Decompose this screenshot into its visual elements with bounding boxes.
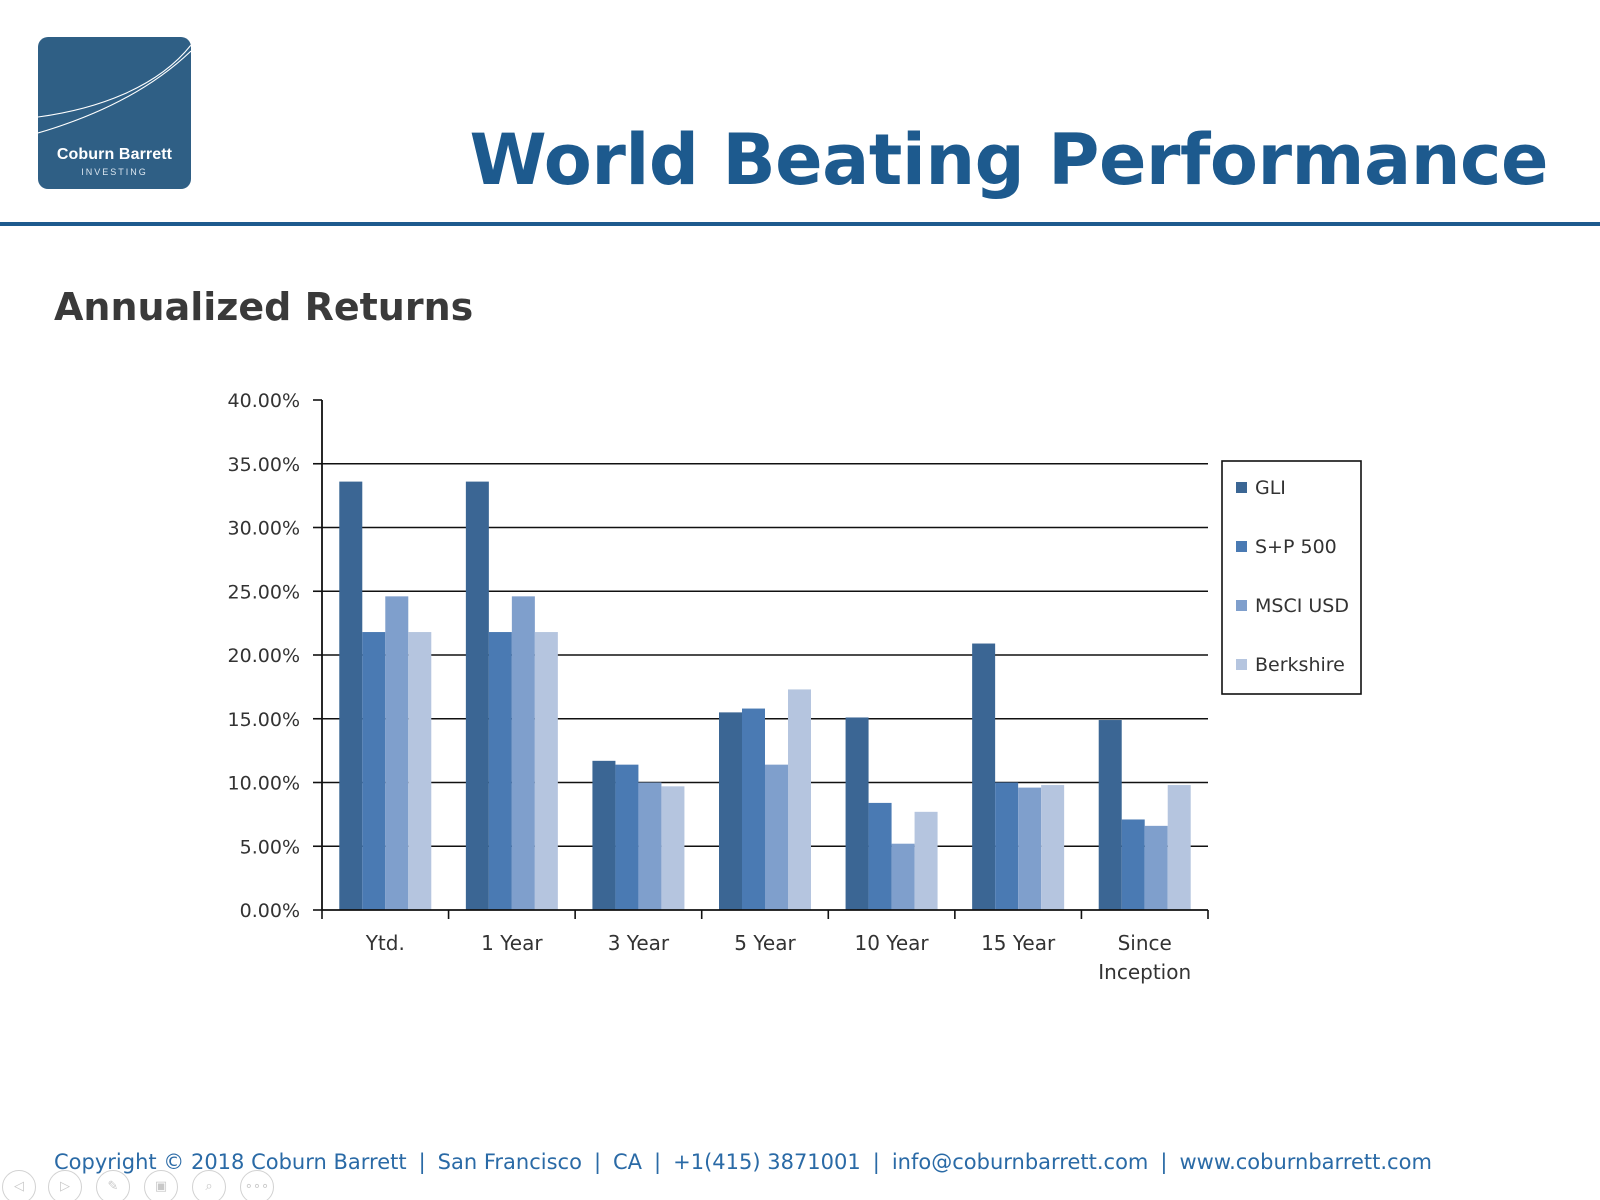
bar-s-p-500 — [362, 632, 386, 910]
annualized-returns-chart: 0.00% 5.00% 10.00% 15.00% 20.00% 25.00% 30.00%… — [228, 390, 1362, 984]
legend-label: GLI — [1255, 477, 1286, 499]
x-tick-label: 1 Year — [481, 931, 543, 955]
x-tick-label: Since — [1118, 931, 1172, 955]
y-tick-label: 20.00% — [228, 645, 300, 667]
bar-berkshire — [534, 632, 558, 910]
bar-msci-usd — [891, 843, 915, 910]
x-tick-label: 10 Year — [854, 931, 929, 955]
bar-s-p-500 — [868, 802, 892, 910]
company-logo: Coburn Barrett INVESTING — [38, 37, 191, 189]
next-slide-icon[interactable]: ▷ — [48, 1170, 82, 1200]
bar-msci-usd — [638, 782, 662, 910]
bar-berkshire — [1041, 785, 1065, 910]
legend-label: S+P 500 — [1255, 536, 1337, 558]
logo-subtitle: INVESTING — [81, 167, 148, 177]
y-tick-label: 15.00% — [228, 709, 300, 731]
bar-msci-usd — [1144, 825, 1168, 910]
chart-bars — [339, 481, 1191, 910]
footer-website[interactable]: www.coburnbarrett.com — [1179, 1150, 1432, 1174]
logo-name: Coburn Barrett — [56, 146, 173, 163]
previous-slide-icon[interactable]: ◁ — [2, 1170, 36, 1200]
footer-separator: | — [654, 1150, 662, 1174]
bar-msci-usd — [1018, 787, 1042, 910]
footer-email[interactable]: info@coburnbarrett.com — [891, 1150, 1149, 1174]
footer-phone[interactable]: +1(415) 3871001 — [673, 1150, 861, 1174]
zoom-icon[interactable]: ⌕ — [192, 1170, 226, 1200]
bar-berkshire — [914, 811, 938, 910]
bar-s-p-500 — [995, 782, 1019, 910]
y-tick-label: 25.00% — [228, 581, 300, 603]
logo-swoosh-icon — [38, 44, 191, 134]
header-divider — [0, 222, 1600, 226]
y-tick-label: 5.00% — [240, 836, 300, 858]
page-title: World Beating Performance — [469, 119, 1549, 201]
footer-state: CA — [613, 1150, 643, 1174]
legend-label: MSCI USD — [1255, 595, 1349, 617]
x-tick-label: 5 Year — [734, 931, 796, 955]
pen-icon[interactable]: ✎ — [96, 1170, 130, 1200]
x-tick-label: 3 Year — [608, 931, 670, 955]
legend-swatch — [1236, 600, 1247, 611]
bar-berkshire — [788, 689, 811, 910]
y-tick-label: 40.00% — [228, 390, 300, 412]
footer-separator: | — [1160, 1150, 1168, 1174]
slides-icon[interactable]: ▣ — [144, 1170, 178, 1200]
bar-berkshire — [661, 786, 685, 910]
footer-separator: | — [418, 1150, 426, 1174]
bar-s-p-500 — [1121, 819, 1145, 910]
more-options-icon[interactable]: ∘∘∘ — [240, 1170, 274, 1200]
legend-label: Berkshire — [1255, 654, 1345, 676]
legend-swatch — [1236, 541, 1247, 552]
bar-gli — [465, 481, 489, 910]
bar-berkshire — [408, 632, 432, 910]
bar-s-p-500 — [488, 632, 512, 910]
bar-s-p-500 — [615, 764, 639, 910]
chart-legend: GLI S+P 500 MSCI USD Berkshire — [1221, 460, 1362, 695]
bar-msci-usd — [765, 764, 788, 910]
legend-swatch — [1236, 659, 1247, 670]
footer-separator: | — [872, 1150, 880, 1174]
presentation-nav: ◁ ▷ ✎ ▣ ⌕ ∘∘∘ — [0, 1170, 300, 1200]
bar-gli — [845, 717, 869, 910]
y-tick-label: 35.00% — [228, 454, 300, 476]
y-tick-label: 0.00% — [240, 900, 300, 922]
x-tick-label: Ytd. — [365, 931, 405, 955]
bar-gli — [719, 712, 742, 910]
x-tick-label: 15 Year — [981, 931, 1056, 955]
bar-berkshire — [1167, 785, 1191, 910]
legend-swatch — [1236, 482, 1247, 493]
y-tick-label: 30.00% — [228, 518, 300, 540]
section-title: Annualized Returns — [54, 285, 474, 329]
bar-gli — [339, 481, 363, 910]
bar-s-p-500 — [742, 708, 765, 910]
bar-gli — [592, 760, 616, 910]
chart-axes — [313, 399, 1209, 919]
chart-tick-labels: 0.00% 5.00% 10.00% 15.00% 20.00% 25.00% 30.00%… — [228, 390, 1192, 984]
footer-city: San Francisco — [437, 1150, 582, 1174]
y-tick-label: 10.00% — [228, 773, 300, 795]
bar-gli — [972, 643, 996, 910]
x-tick-label: Inception — [1098, 960, 1191, 984]
bar-gli — [1098, 720, 1122, 910]
legend-box — [1221, 460, 1362, 695]
bar-msci-usd — [385, 596, 409, 910]
bar-msci-usd — [511, 596, 535, 910]
footer-separator: | — [593, 1150, 602, 1174]
